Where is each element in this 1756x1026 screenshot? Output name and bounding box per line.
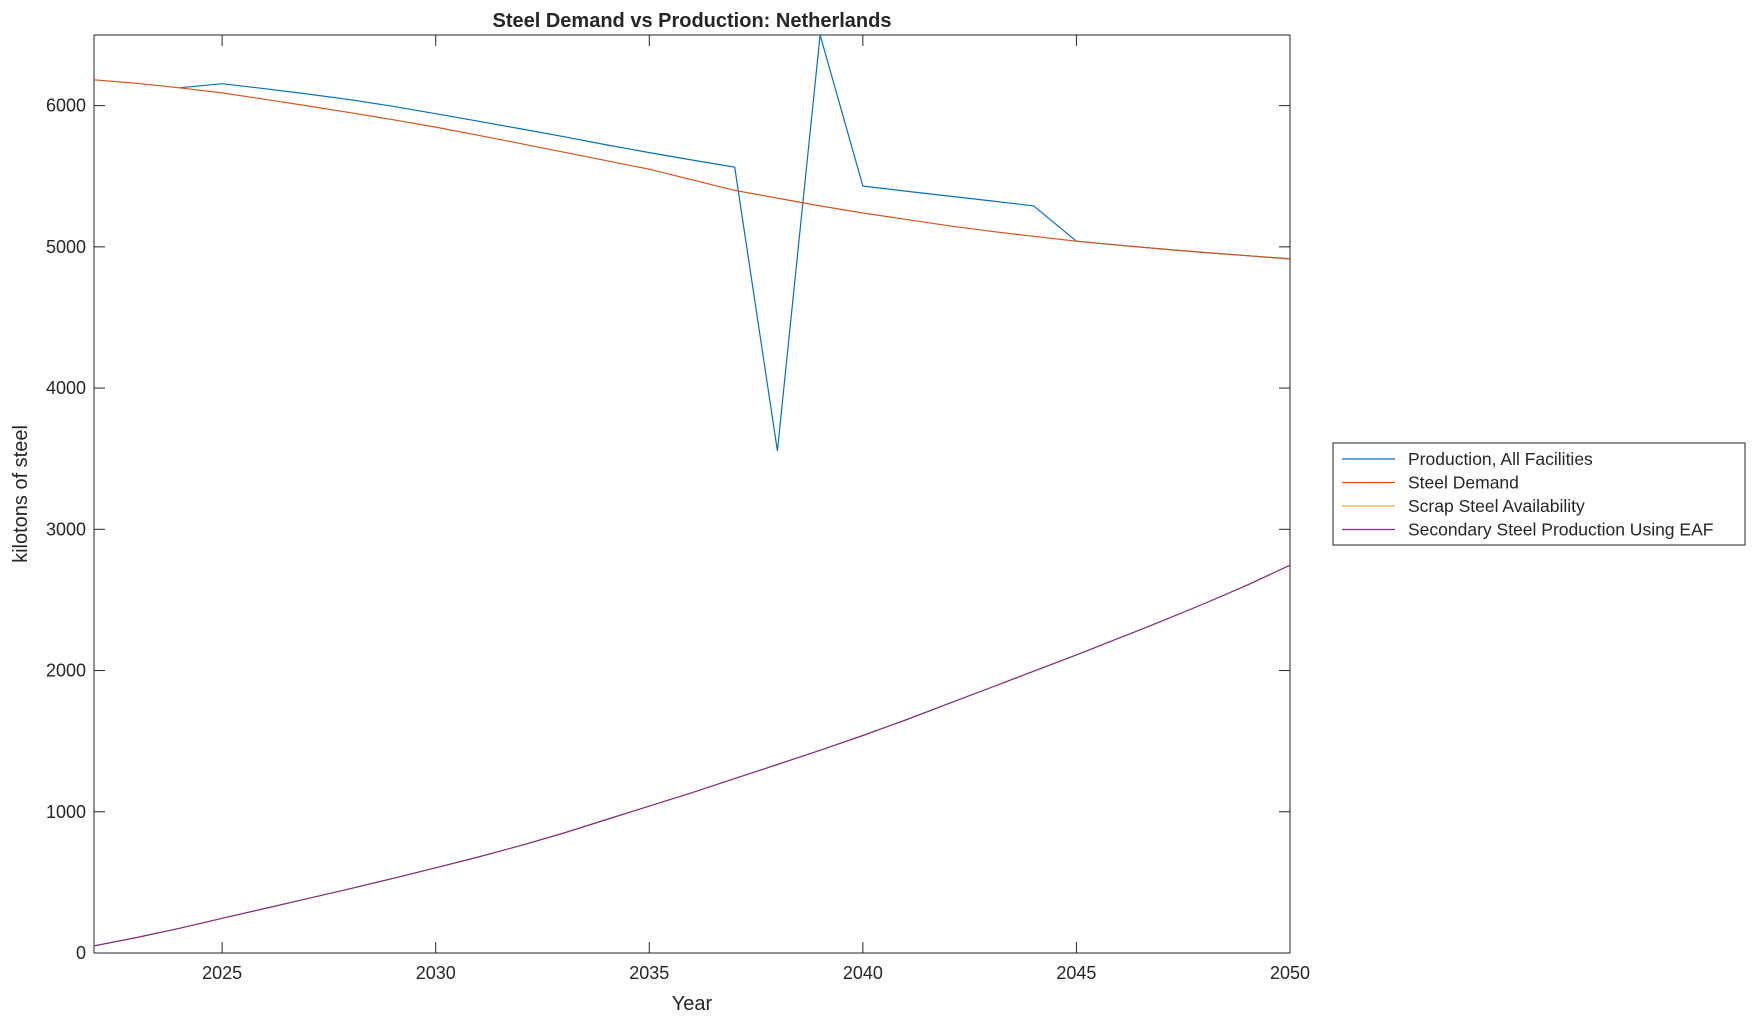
y-tick-label: 3000	[46, 519, 86, 539]
x-tick-label: 2025	[202, 963, 242, 983]
x-tick-label: 2035	[629, 963, 669, 983]
legend-label-secondary-steel-production-using-eaf: Secondary Steel Production Using EAF	[1408, 520, 1713, 540]
y-tick-label: 0	[76, 943, 86, 963]
axes-box	[93, 34, 1291, 954]
x-tick-label: 2045	[1056, 963, 1096, 983]
legend: Production, All Facilities Steel Demand Sc…	[1332, 442, 1746, 546]
legend-label-scrap-steel-availability: Scrap Steel Availability	[1408, 496, 1585, 516]
x-tick-label: 2050	[1270, 963, 1310, 983]
legend-label-steel-demand: Steel Demand	[1408, 473, 1519, 493]
chart-title: Steel Demand vs Production: Netherlands	[493, 10, 892, 32]
legend-box	[1332, 442, 1746, 546]
x-tick-label: 2040	[843, 963, 883, 983]
legend-label-production-all-facilities: Production, All Facilities	[1408, 449, 1593, 469]
y-tick-label: 5000	[46, 237, 86, 257]
y-tick-label: 2000	[46, 661, 86, 681]
series-line-steel-demand	[93, 79, 1291, 260]
x-tick-label: 2030	[416, 963, 456, 983]
y-axis-label: kilotons of steel	[10, 425, 32, 563]
x-axis-label: Year	[672, 993, 713, 1015]
y-tick-label: 4000	[46, 378, 86, 398]
plot-area: 2025 2030 2035 2040 2045 2050 0 1000 2000 3000 400…	[46, 34, 1310, 983]
series-line-secondary-steel-production-using-eaf	[93, 564, 1291, 947]
series-layer	[93, 34, 1291, 947]
y-tick-label: 1000	[46, 802, 86, 822]
y-tick-label: 6000	[46, 96, 86, 116]
